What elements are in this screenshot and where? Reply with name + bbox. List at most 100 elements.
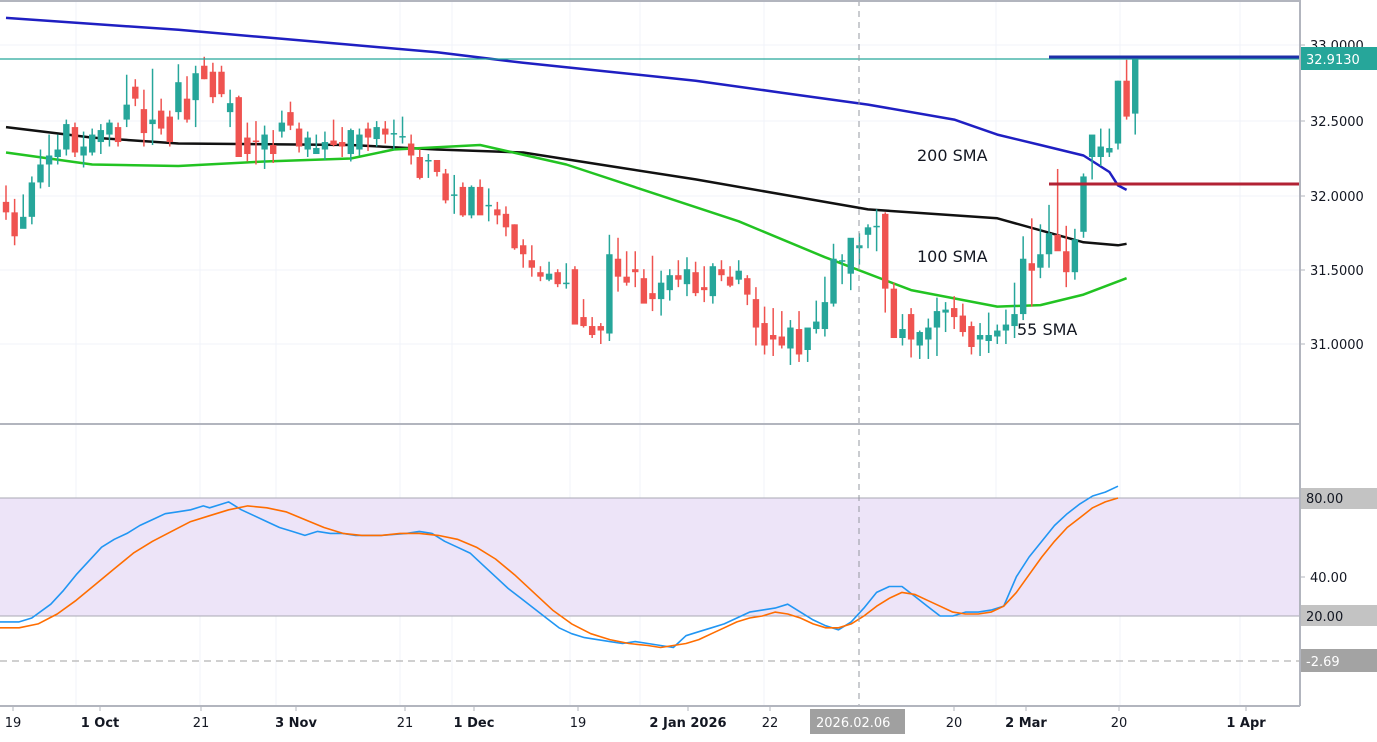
candle bbox=[916, 330, 923, 359]
candle bbox=[563, 263, 570, 289]
candle bbox=[201, 56, 208, 80]
candle bbox=[1037, 224, 1044, 279]
candle bbox=[718, 260, 725, 282]
candlesticks[interactable] bbox=[2, 56, 1139, 365]
level-20-badge bbox=[1301, 605, 1377, 626]
candle bbox=[442, 168, 449, 204]
candle bbox=[451, 174, 458, 214]
time-label: 1 Oct bbox=[81, 716, 120, 731]
candle bbox=[2, 185, 10, 220]
stochastic-axis[interactable]: 80.00 40.00 20.00 -2.69 bbox=[1300, 488, 1377, 672]
candle bbox=[20, 194, 27, 229]
last-price-value: 32.9130 bbox=[1306, 53, 1360, 68]
candle bbox=[175, 64, 182, 120]
horizontal-levels[interactable] bbox=[0, 55, 1300, 186]
candle bbox=[502, 206, 510, 237]
candle bbox=[373, 121, 380, 147]
stoch-label-20: 20.00 bbox=[1306, 610, 1343, 625]
time-label: 21 bbox=[397, 716, 414, 731]
time-label: 2 Mar bbox=[1005, 716, 1047, 731]
candle bbox=[1045, 204, 1053, 268]
candle bbox=[1054, 168, 1061, 252]
stoch-k-line bbox=[0, 485, 1119, 649]
candle bbox=[554, 269, 561, 288]
candle bbox=[295, 122, 303, 153]
candle bbox=[425, 154, 432, 178]
candle bbox=[951, 296, 958, 330]
candle bbox=[537, 266, 544, 282]
candle bbox=[209, 62, 217, 104]
candle bbox=[106, 119, 113, 147]
candle bbox=[657, 270, 665, 316]
candle bbox=[752, 287, 760, 346]
candle bbox=[847, 237, 854, 291]
candle bbox=[114, 122, 122, 147]
candle bbox=[416, 149, 423, 180]
candle bbox=[761, 306, 768, 355]
candle bbox=[270, 130, 277, 163]
candle bbox=[261, 125, 268, 169]
candle bbox=[942, 302, 949, 333]
candle bbox=[149, 68, 156, 146]
price-axis[interactable]: 33.0000 32.5000 32.0000 31.5000 31.0000 … bbox=[1300, 39, 1377, 353]
moving-averages bbox=[5, 16, 1128, 308]
last-price-badge bbox=[1301, 47, 1377, 70]
candle bbox=[976, 323, 984, 356]
stoch-d-line bbox=[0, 497, 1119, 649]
candle bbox=[157, 98, 165, 135]
price-label-32-5: 32.5000 bbox=[1310, 115, 1364, 130]
candle bbox=[632, 251, 639, 288]
sma55-line bbox=[5, 143, 1128, 308]
time-axis[interactable]: 19 1 Oct 21 3 Nov 21 1 Dec 19 2 Jan 2026 22 20 2 M… bbox=[5, 706, 1267, 731]
candle bbox=[675, 260, 682, 288]
candle bbox=[856, 233, 863, 265]
candle bbox=[1088, 134, 1096, 180]
candle bbox=[356, 128, 363, 156]
candle bbox=[985, 312, 992, 353]
candle bbox=[235, 95, 242, 157]
candle bbox=[63, 119, 70, 156]
candle bbox=[54, 134, 61, 165]
candle bbox=[1132, 58, 1139, 135]
sma100-line bbox=[5, 125, 1127, 247]
candle bbox=[649, 255, 656, 312]
candle bbox=[701, 266, 708, 303]
candle bbox=[364, 122, 372, 152]
candle bbox=[123, 74, 130, 128]
candle bbox=[1002, 309, 1010, 344]
time-label: 3 Nov bbox=[275, 716, 317, 731]
stoch-label-min: -2.69 bbox=[1306, 655, 1340, 670]
candle bbox=[830, 243, 837, 307]
candle bbox=[959, 303, 967, 337]
candle bbox=[433, 159, 441, 177]
sma55-annotation: 55 SMA bbox=[1017, 320, 1077, 339]
candle bbox=[873, 209, 880, 252]
candle bbox=[907, 308, 915, 358]
candle bbox=[252, 121, 260, 165]
candle bbox=[1123, 59, 1130, 120]
candle bbox=[11, 198, 18, 246]
candle bbox=[347, 128, 354, 162]
candle bbox=[580, 299, 587, 328]
candle bbox=[813, 300, 820, 334]
candle bbox=[89, 128, 96, 156]
candle bbox=[494, 201, 501, 225]
candle bbox=[968, 321, 975, 355]
candle bbox=[787, 320, 794, 365]
candle bbox=[166, 110, 173, 147]
stoch-label-80: 80.00 bbox=[1306, 492, 1343, 507]
candle bbox=[1097, 128, 1104, 166]
time-label: 20 bbox=[1111, 716, 1128, 731]
candle bbox=[313, 134, 320, 155]
candle bbox=[933, 297, 941, 356]
candle bbox=[321, 131, 329, 160]
sma200-annotation: 200 SMA bbox=[917, 146, 988, 165]
candle bbox=[623, 251, 630, 286]
stoch-label-40: 40.00 bbox=[1310, 571, 1347, 586]
candle bbox=[476, 179, 484, 216]
candle bbox=[511, 224, 518, 250]
candle bbox=[390, 119, 398, 150]
candle bbox=[183, 76, 191, 123]
candle bbox=[1106, 128, 1113, 157]
